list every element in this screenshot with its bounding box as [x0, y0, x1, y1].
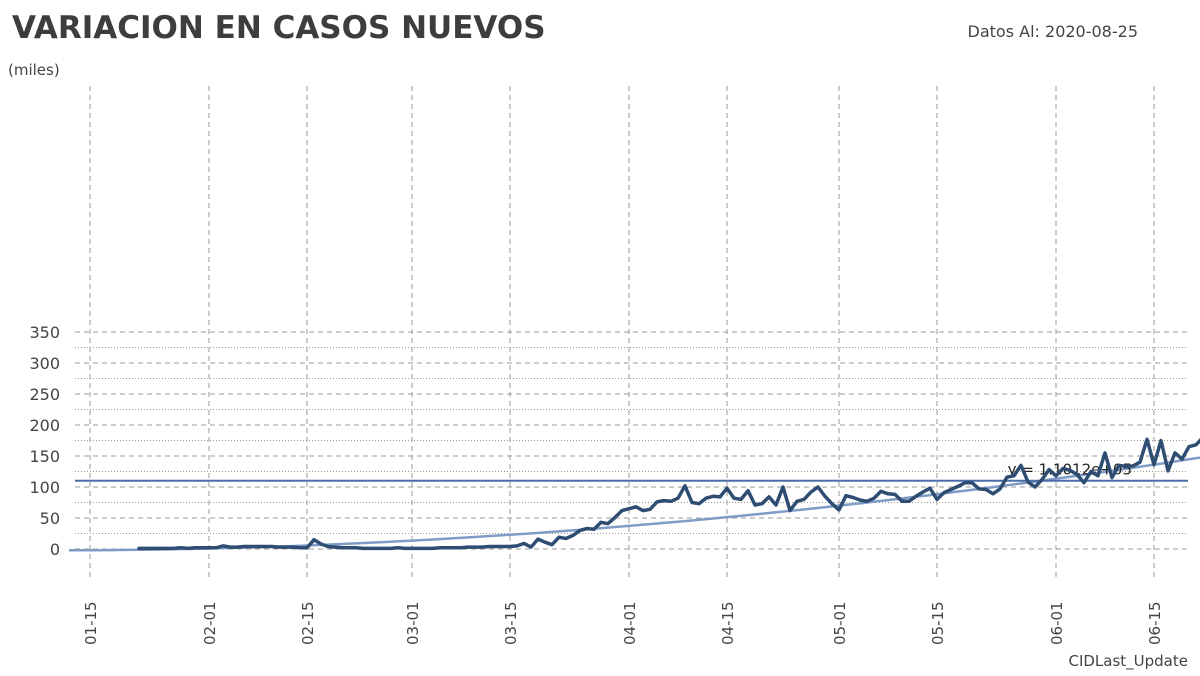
x-tick-labels: 01-15 02-01 02-15 03-01 03-15 04-01 04-15 05-01…	[82, 601, 1164, 645]
chart-title: VARIACION EN CASOS NUEVOS	[12, 10, 546, 46]
y-tick-label: 100	[29, 478, 60, 497]
trend-line-group	[69, 456, 1200, 552]
x-tick-label: 04-01	[621, 601, 639, 645]
y-tick-label: 150	[29, 447, 60, 466]
grid	[75, 86, 1188, 578]
x-tick-label: 01-15	[82, 601, 100, 645]
series-group	[137, 437, 1200, 551]
data-date-note: Datos Al: 2020-08-25	[967, 22, 1138, 41]
series-line	[137, 437, 1200, 551]
x-tick-label: 05-15	[929, 601, 947, 645]
y-tick-label: 0	[50, 540, 60, 559]
x-tick-label: 02-15	[299, 601, 317, 645]
trend-line	[69, 456, 1200, 552]
x-tick-label: 06-01	[1048, 601, 1066, 645]
x-tick-label: 03-15	[502, 601, 520, 645]
y-tick-labels: 0 50 100 150 200 250 300 350	[29, 323, 60, 559]
y-tick-label: 50	[40, 509, 60, 528]
y-tick-label: 300	[29, 354, 60, 373]
y-tick-label: 250	[29, 385, 60, 404]
x-tick-label: 04-15	[719, 601, 737, 645]
x-tick-label: 06-15	[1146, 601, 1164, 645]
x-tick-label: 03-01	[404, 601, 422, 645]
y-axis-unit-label: (miles)	[8, 61, 60, 79]
y-tick-label: 200	[29, 416, 60, 435]
y-tick-label: 350	[29, 323, 60, 342]
x-tick-label: 02-01	[201, 601, 219, 645]
x-tick-label: 05-01	[831, 601, 849, 645]
footer-label: CIDLast_Update	[1068, 652, 1188, 670]
